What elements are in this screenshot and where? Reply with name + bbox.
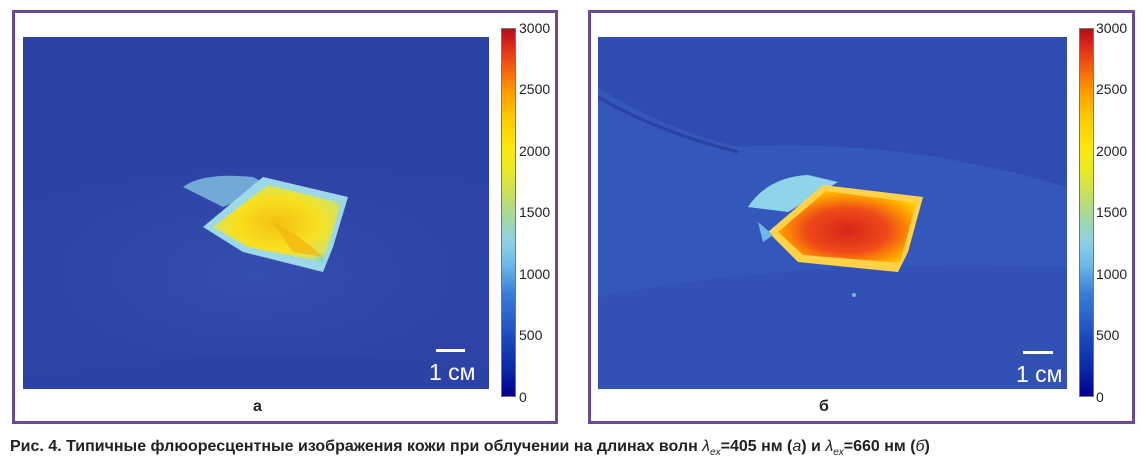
scale-bar-line xyxy=(1023,351,1053,354)
colorbar-tick-label: 2000 xyxy=(1096,143,1128,159)
colorbar-tick-label: 2500 xyxy=(519,81,551,97)
colorbar-tick-label: 500 xyxy=(1096,327,1120,343)
fluorescence-image-a: 1 см xyxy=(23,37,489,389)
caption-ref-a: а xyxy=(792,438,802,455)
colorbar-tick-label: 0 xyxy=(519,389,527,405)
caption-mid: ) и xyxy=(801,438,826,455)
colorbar-tick-label: 2000 xyxy=(519,143,551,159)
scale-bar-line xyxy=(436,349,465,352)
colorbar-tick-label: 1000 xyxy=(519,266,551,282)
caption-value-2: =660 нм ( xyxy=(843,438,916,455)
caption-sub-2: ex xyxy=(833,447,844,459)
colorbar-tick-label: 1000 xyxy=(1096,266,1128,282)
figure-panel-a: 1 см 3000 2500 2000 1500 1000 500 0 а xyxy=(12,10,558,424)
colorbar-tick-label: 2500 xyxy=(1096,81,1128,97)
caption-lambda-1: λ xyxy=(702,438,711,455)
colorbar-tick-label: 1500 xyxy=(1096,204,1128,220)
colorbar-tick-label: 500 xyxy=(519,327,543,343)
colorbar-b xyxy=(1079,28,1094,397)
caption-end: ) xyxy=(924,438,930,455)
caption-lambda-2: λ xyxy=(825,438,834,455)
panel-label-b: б xyxy=(819,398,829,415)
caption-prefix: Рис. 4. Типичные флюоресцентные изображе… xyxy=(10,438,703,455)
fluorescence-image-b: 1 см xyxy=(598,37,1067,389)
colorbar-tick-label: 3000 xyxy=(1096,20,1128,36)
figure-caption: Рис. 4. Типичные флюоресцентные изображе… xyxy=(10,438,930,458)
colorbar-tick-label: 0 xyxy=(1096,389,1104,405)
caption-value-1: =405 нм ( xyxy=(720,438,793,455)
scale-bar-label: 1 см xyxy=(1016,361,1063,387)
figure-panel-b: 1 см 3000 2500 2000 1500 1000 500 0 б xyxy=(588,10,1135,424)
scale-bar-label: 1 см xyxy=(429,359,476,385)
colorbar-tick-label: 1500 xyxy=(519,204,551,220)
caption-sub-1: ex xyxy=(710,447,721,459)
colorbar-a xyxy=(501,28,516,397)
colorbar-tick-label: 3000 xyxy=(519,20,551,36)
caption-ref-b: б xyxy=(915,438,925,455)
panel-label-a: а xyxy=(253,398,262,415)
